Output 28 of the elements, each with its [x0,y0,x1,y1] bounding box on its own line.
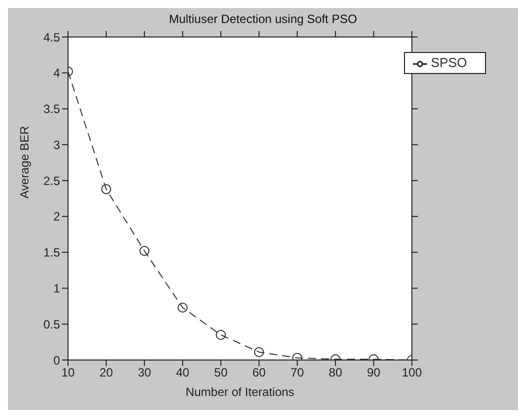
x-tick-label: 30 [138,366,152,380]
y-tick-label: 4.5 [43,30,60,44]
y-tick-label: 1.5 [43,246,60,260]
chart-title: Multiuser Detection using Soft PSO [168,12,358,26]
x-tick-label: 40 [176,366,190,380]
x-tick-label: 70 [290,366,304,380]
point [216,330,226,340]
y-tick-label: 4 [53,66,60,80]
y-tick-label: 3.5 [43,102,60,116]
x-tick-label: 60 [252,366,266,380]
x-tick-label: 50 [214,366,228,380]
y-tick-label: 2 [53,210,60,224]
x-axis-title: Number of Iterations [186,385,294,399]
point [139,246,150,256]
point [178,302,188,313]
y-tick-label: 1 [53,281,60,296]
y-tick-label: 0.5 [43,317,60,332]
x-tick-label: 20 [100,366,114,380]
x-tick-label: 10 [61,366,75,380]
y-tick-label: 3 [53,138,60,152]
x-tick-label: 90 [366,366,381,380]
y-tick-label: 2.5 [43,174,60,188]
y-axis-title: Average BER [17,126,32,198]
x-tick-label: 80 [328,366,342,380]
x-tick-label: 100 [402,366,422,380]
y-tick-label: 0 [53,353,60,368]
legend-label: SPSO [430,55,467,70]
point [101,184,112,194]
